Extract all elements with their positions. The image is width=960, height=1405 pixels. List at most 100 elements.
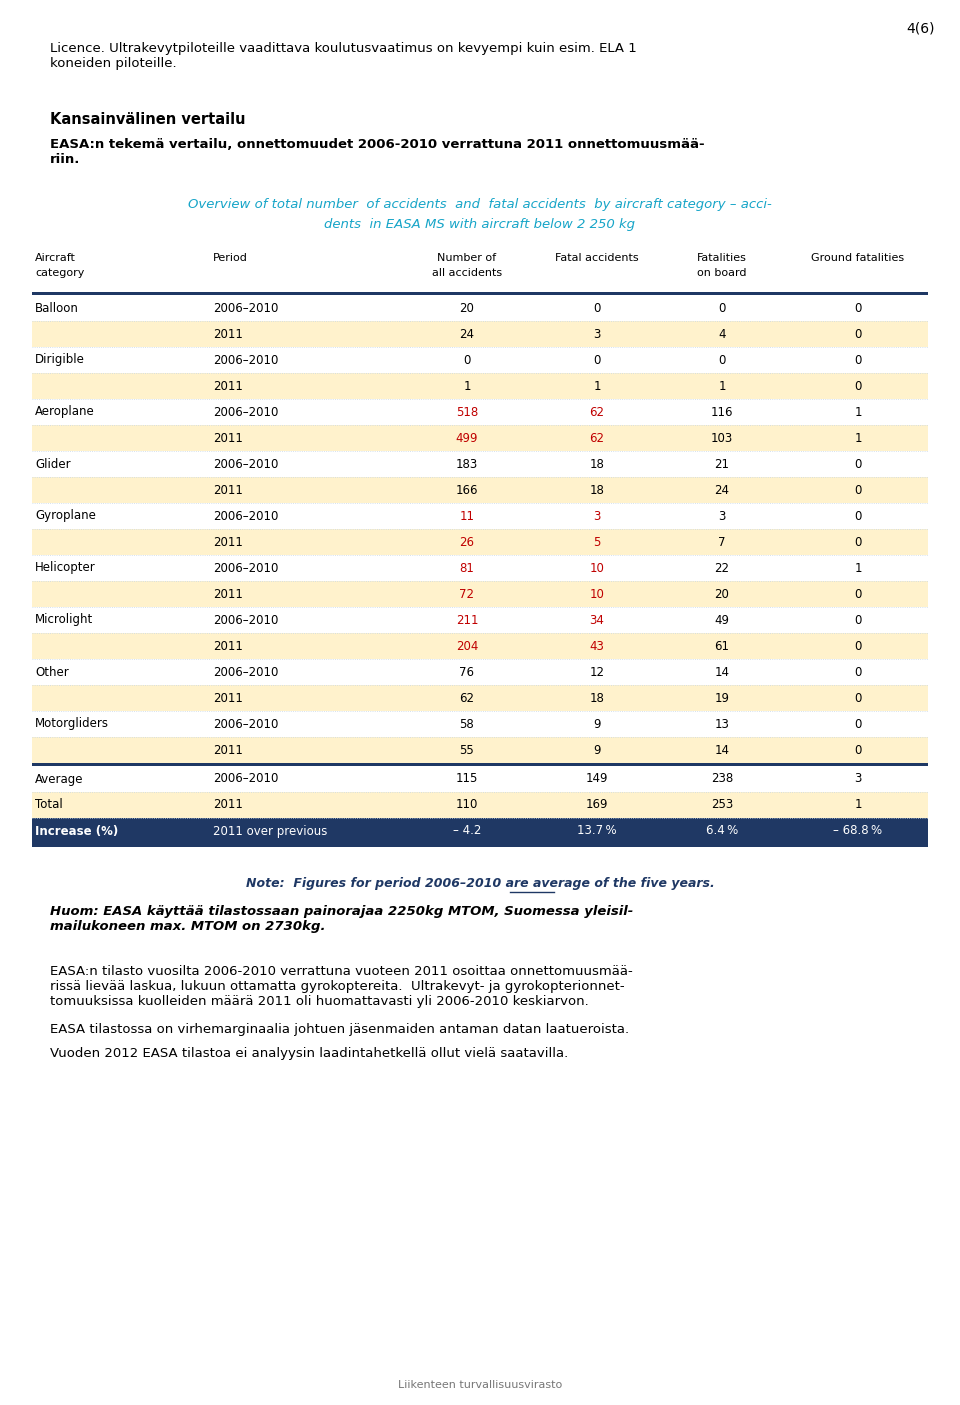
Text: 21: 21 (714, 458, 730, 471)
Text: 20: 20 (460, 302, 474, 315)
Text: 62: 62 (589, 406, 605, 419)
Text: 0: 0 (854, 483, 862, 496)
Text: 49: 49 (714, 614, 730, 627)
Text: Ground fatalities: Ground fatalities (811, 253, 904, 263)
Text: EASA tilastossa on virhemarginaalia johtuen jäsenmaiden antaman datan laatuerois: EASA tilastossa on virhemarginaalia joht… (50, 1023, 629, 1035)
Bar (32, 320, 928, 347)
Text: Overview of total number  of accidents  and  fatal accidents  by aircraft catego: Overview of total number of accidents an… (188, 198, 772, 211)
Text: 0: 0 (854, 458, 862, 471)
Text: 3: 3 (854, 773, 862, 785)
Text: Fatalities: Fatalities (697, 253, 747, 263)
Text: 1: 1 (854, 431, 862, 444)
Text: Gyroplane: Gyroplane (35, 510, 96, 523)
Text: 2011: 2011 (213, 483, 243, 496)
Text: 115: 115 (456, 773, 478, 785)
Text: 24: 24 (460, 327, 474, 340)
Text: 116: 116 (710, 406, 733, 419)
Text: 76: 76 (460, 666, 474, 679)
Text: 10: 10 (589, 562, 605, 575)
Text: 253: 253 (710, 798, 733, 812)
Text: 13.7 %: 13.7 % (577, 825, 617, 837)
Text: 2011: 2011 (213, 431, 243, 444)
Bar (32, 711, 928, 738)
Text: Note:  Figures for period 2006–2010 are average of the five years.: Note: Figures for period 2006–2010 are a… (246, 877, 714, 889)
Text: 2011: 2011 (213, 743, 243, 756)
Text: 34: 34 (589, 614, 605, 627)
Text: 0: 0 (593, 302, 601, 315)
Text: Kansainvälinen vertailu: Kansainvälinen vertailu (50, 112, 246, 126)
Text: 18: 18 (589, 458, 605, 471)
Text: Liikenteen turvallisuusvirasto: Liikenteen turvallisuusvirasto (397, 1380, 563, 1390)
Bar (32, 792, 928, 818)
Text: 6.4 %: 6.4 % (706, 825, 738, 837)
Bar (32, 763, 928, 766)
Text: Balloon: Balloon (35, 302, 79, 315)
Text: 9: 9 (593, 743, 601, 756)
Text: 0: 0 (718, 354, 726, 367)
Text: 81: 81 (460, 562, 474, 575)
Text: 2006–2010: 2006–2010 (213, 562, 278, 575)
Text: 2011 over previous: 2011 over previous (213, 825, 327, 837)
Text: 55: 55 (460, 743, 474, 756)
Text: 103: 103 (710, 431, 733, 444)
Text: 2011: 2011 (213, 798, 243, 812)
Text: 0: 0 (854, 743, 862, 756)
Text: 2006–2010: 2006–2010 (213, 773, 278, 785)
Text: Aircraft: Aircraft (35, 253, 76, 263)
Text: dents  in EASA MS with aircraft below 2 250 kg: dents in EASA MS with aircraft below 2 2… (324, 218, 636, 230)
Bar (32, 347, 928, 372)
Text: 518: 518 (456, 406, 478, 419)
Text: 0: 0 (854, 510, 862, 523)
Bar (32, 555, 928, 582)
Text: 2011: 2011 (213, 639, 243, 652)
Text: – 4.2: – 4.2 (453, 825, 481, 837)
Text: 3: 3 (593, 510, 601, 523)
Text: 58: 58 (460, 718, 474, 731)
Text: 211: 211 (456, 614, 478, 627)
Bar (32, 478, 928, 503)
Text: Microlight: Microlight (35, 614, 93, 627)
Text: Licence. Ultrakevytpiloteille vaadittava koulutusvaatimus on kevyempi kuin esim.: Licence. Ultrakevytpiloteille vaadittava… (50, 42, 636, 70)
Text: 18: 18 (589, 691, 605, 704)
Text: 149: 149 (586, 773, 609, 785)
Bar (32, 372, 928, 399)
Bar (32, 399, 928, 424)
Bar (32, 451, 928, 478)
Bar (32, 424, 928, 451)
Text: Dirigible: Dirigible (35, 354, 84, 367)
Bar (32, 607, 928, 634)
Text: 499: 499 (456, 431, 478, 444)
Text: 0: 0 (854, 327, 862, 340)
Text: 2006–2010: 2006–2010 (213, 666, 278, 679)
Text: 5: 5 (593, 535, 601, 548)
Text: 0: 0 (854, 691, 862, 704)
Text: 4: 4 (718, 327, 726, 340)
Text: Other: Other (35, 666, 69, 679)
Bar (32, 295, 928, 320)
Text: 1: 1 (464, 379, 470, 392)
Text: 20: 20 (714, 587, 730, 600)
Text: 0: 0 (854, 587, 862, 600)
Text: 9: 9 (593, 718, 601, 731)
Bar (32, 503, 928, 530)
Text: 14: 14 (714, 666, 730, 679)
Bar (32, 844, 928, 847)
Text: 2011: 2011 (213, 535, 243, 548)
Text: EASA:n tekemä vertailu, onnettomuudet 2006-2010 verrattuna 2011 onnettomuusmää-
: EASA:n tekemä vertailu, onnettomuudet 20… (50, 138, 705, 166)
Text: 1: 1 (854, 406, 862, 419)
Text: EASA:n tilasto vuosilta 2006-2010 verrattuna vuoteen 2011 osoittaa onnettomuusmä: EASA:n tilasto vuosilta 2006-2010 verrat… (50, 965, 633, 1007)
Text: 2006–2010: 2006–2010 (213, 354, 278, 367)
Text: 13: 13 (714, 718, 730, 731)
Text: 61: 61 (714, 639, 730, 652)
Text: Helicopter: Helicopter (35, 562, 96, 575)
Text: all accidents: all accidents (432, 268, 502, 278)
Bar (32, 766, 928, 792)
Text: Period: Period (213, 253, 248, 263)
Text: 2006–2010: 2006–2010 (213, 458, 278, 471)
Text: Total: Total (35, 798, 62, 812)
Text: 7: 7 (718, 535, 726, 548)
Bar (32, 659, 928, 686)
Text: 2011: 2011 (213, 327, 243, 340)
Text: 0: 0 (854, 718, 862, 731)
Text: Aeroplane: Aeroplane (35, 406, 95, 419)
